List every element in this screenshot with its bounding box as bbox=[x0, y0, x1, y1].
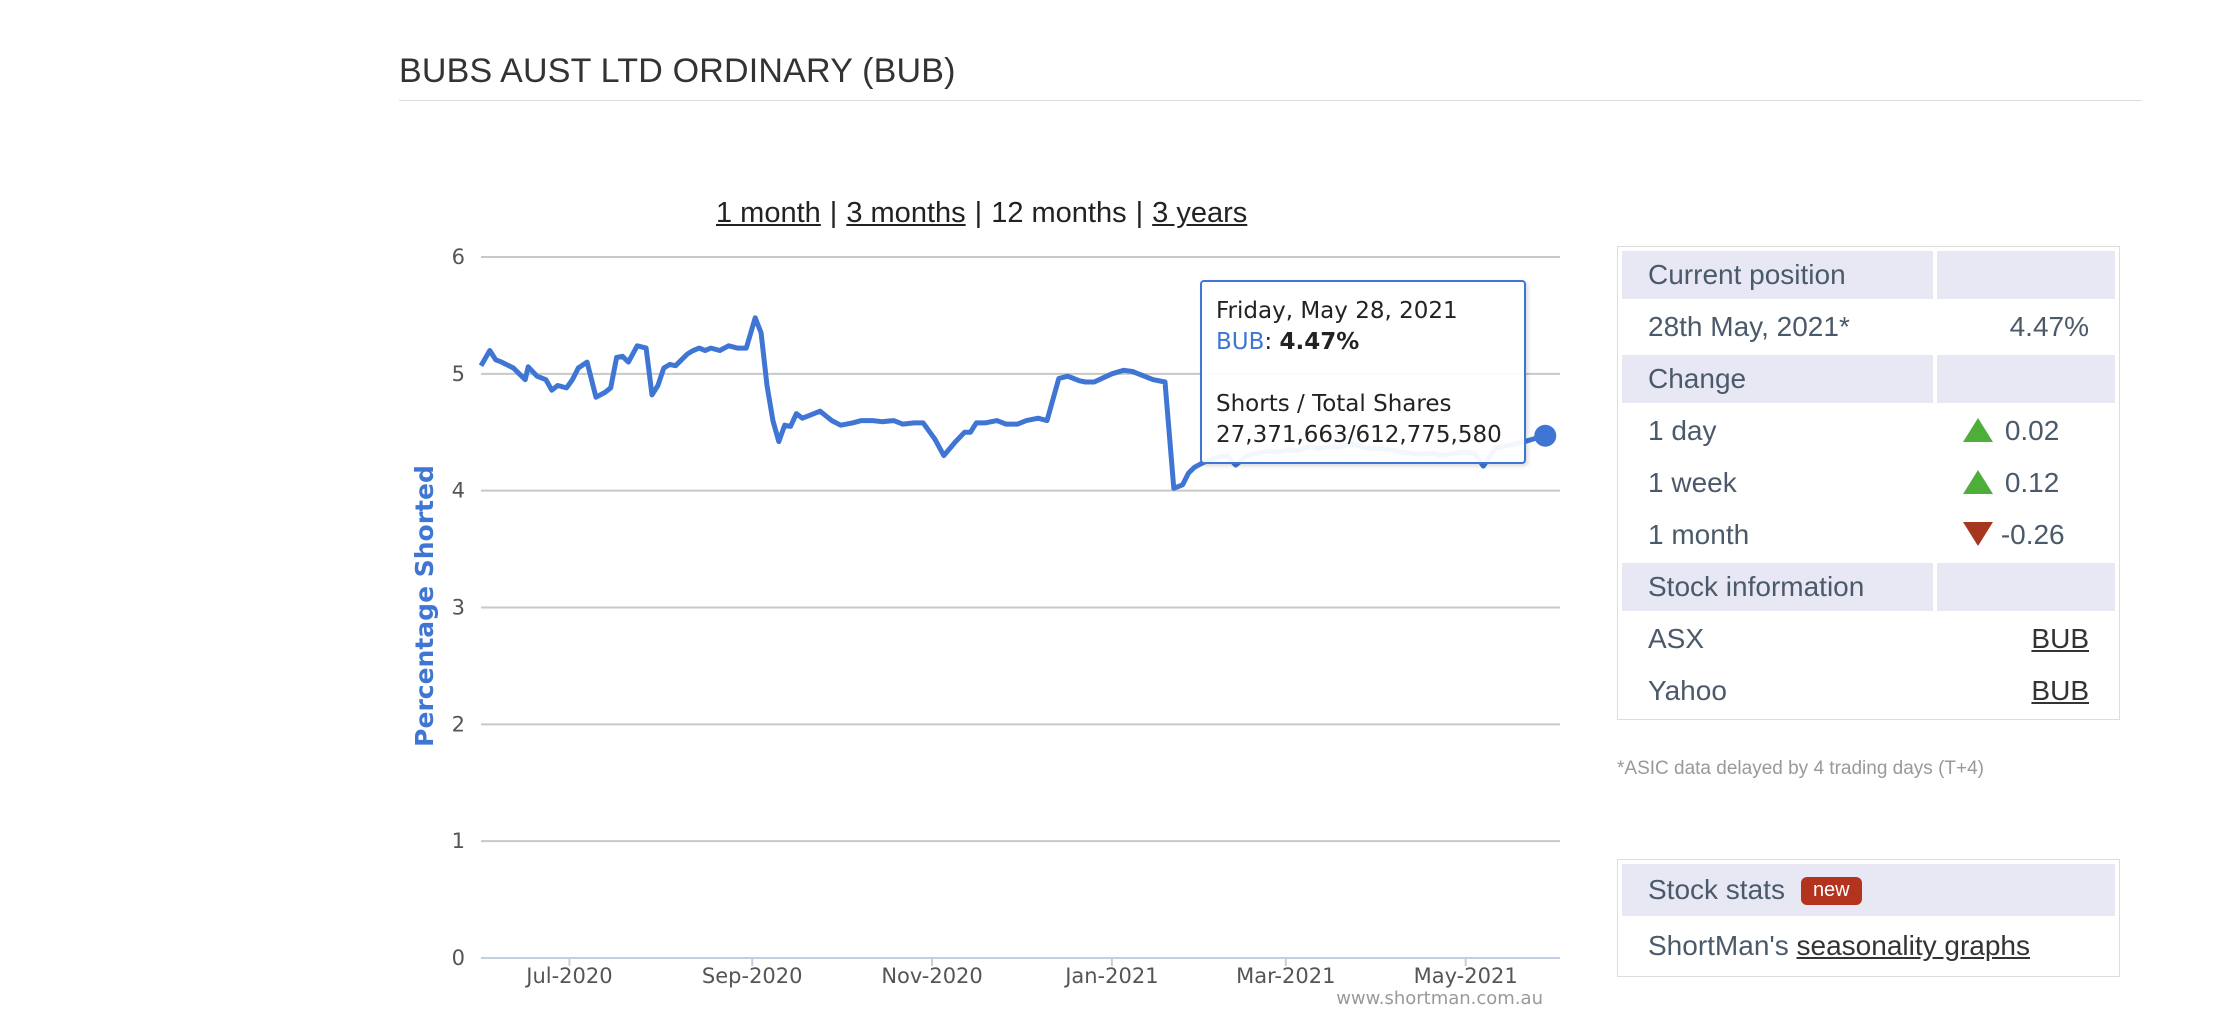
tooltip-shares-label: Shorts / Total Shares bbox=[1216, 391, 1452, 417]
yahoo-label: Yahoo bbox=[1648, 675, 1727, 706]
range-3-months-link[interactable]: 3 months bbox=[846, 197, 966, 229]
x-tick-label: May-2021 bbox=[1414, 964, 1518, 988]
tooltip-series-name: BUB bbox=[1216, 329, 1265, 355]
series-last-point bbox=[1534, 424, 1557, 447]
asx-link[interactable]: BUB bbox=[2031, 623, 2089, 654]
y-tick-label: 1 bbox=[452, 829, 465, 853]
change-value: 0.12 bbox=[2004, 467, 2060, 498]
y-tick-label: 6 bbox=[452, 245, 465, 269]
x-tick-label: Jul-2020 bbox=[524, 964, 612, 988]
asx-label: ASX bbox=[1648, 623, 1705, 654]
title-divider bbox=[399, 100, 2142, 101]
y-tick-label: 2 bbox=[452, 712, 465, 736]
current-position-date: 28th May, 2021* bbox=[1648, 311, 1850, 342]
range-separator: | bbox=[1135, 197, 1144, 229]
y-tick-label: 4 bbox=[452, 479, 465, 503]
range-1-month-link[interactable]: 1 month bbox=[716, 197, 821, 229]
yahoo-link[interactable]: BUB bbox=[2031, 675, 2089, 706]
tooltip-shares-value: 27,371,663/612,775,580 bbox=[1216, 422, 1502, 448]
x-tick-label: Sep-2020 bbox=[702, 964, 803, 988]
tooltip-value: 4.47% bbox=[1279, 329, 1360, 355]
asic-footnote: *ASIC data delayed by 4 trading days (T+… bbox=[1617, 758, 1985, 779]
range-separator: | bbox=[829, 197, 838, 229]
short-position-chart[interactable]: 0 1 2 3 4 5 6 Jul-2020 Sep-2020 Nov-2020 Jan-2021… bbox=[0, 0, 1600, 1035]
y-tick-label: 3 bbox=[452, 596, 465, 620]
tooltip-date: Friday, May 28, 2021 bbox=[1216, 298, 1458, 324]
page-title: BUBS AUST LTD ORDINARY (BUB) bbox=[399, 52, 956, 90]
range-3-years-link[interactable]: 3 years bbox=[1152, 197, 1248, 229]
y-tick-label: 5 bbox=[452, 362, 465, 386]
stock-stats-header: Stock stats bbox=[1648, 874, 1785, 905]
change-header: Change bbox=[1622, 355, 1933, 403]
y-tick-label: 0 bbox=[452, 946, 465, 970]
change-label: 1 month bbox=[1648, 519, 1750, 550]
chart-tooltip: Friday, May 28, 2021 BUB: 4.47% Shorts /… bbox=[1200, 280, 1526, 464]
change-value: -0.26 bbox=[2000, 519, 2065, 550]
x-tick-label: Mar-2021 bbox=[1236, 964, 1335, 988]
position-panel: Current position 28th May, 2021* 4.47% Ch… bbox=[1617, 246, 2120, 720]
change-value-cell: 0.02 bbox=[1937, 407, 2115, 455]
x-tick-label: Nov-2020 bbox=[881, 964, 982, 988]
x-tick-label: Jan-2021 bbox=[1063, 964, 1158, 988]
change-label: 1 week bbox=[1648, 467, 1737, 498]
change-value-cell: -0.26 bbox=[1937, 511, 2115, 559]
up-triangle-icon bbox=[1962, 418, 1993, 442]
current-position-header: Current position bbox=[1622, 251, 1933, 299]
stock-stats-panel: Stock stats new ShortMan's seasonality gr… bbox=[1617, 859, 2120, 977]
up-triangle-icon bbox=[1962, 470, 1993, 494]
down-triangle-icon bbox=[1962, 522, 1993, 546]
range-12-months-current: 12 months bbox=[991, 197, 1127, 229]
y-axis-label: Percentage Shorted bbox=[410, 465, 439, 747]
tooltip-colon: : bbox=[1264, 329, 1273, 355]
seasonality-prefix: ShortMan's bbox=[1648, 930, 1797, 961]
change-value: 0.02 bbox=[2004, 415, 2060, 446]
new-badge: new bbox=[1800, 877, 1862, 905]
chart-credit: www.shortman.com.au bbox=[1336, 988, 1543, 1009]
range-selector: 1 month | 3 months | 12 months | 3 years bbox=[716, 197, 1247, 230]
range-separator: | bbox=[974, 197, 983, 229]
change-label: 1 day bbox=[1648, 415, 1717, 446]
current-position-value: 4.47% bbox=[2009, 311, 2089, 342]
tooltip-value-row: BUB: 4.47% bbox=[1216, 327, 1510, 358]
stock-information-header: Stock information bbox=[1622, 563, 1933, 611]
seasonality-graphs-link[interactable]: seasonality graphs bbox=[1796, 930, 2031, 961]
change-value-cell: 0.12 bbox=[1937, 459, 2115, 507]
